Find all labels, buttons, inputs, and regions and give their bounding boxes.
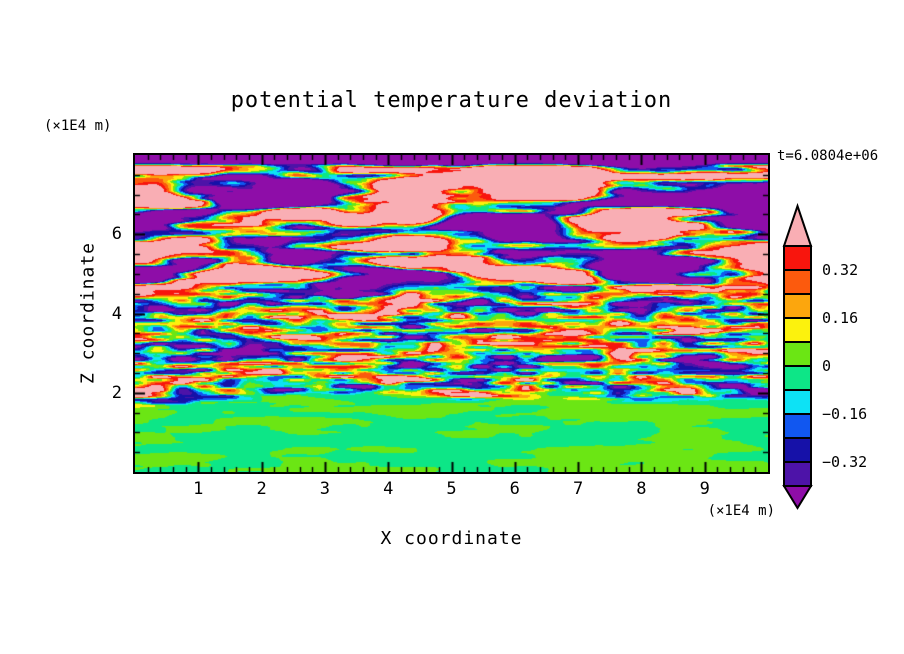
z-tick-label: 4 [111, 303, 122, 324]
contour-field-canvas [135, 155, 768, 472]
x-axis-units-label: (×1E4 m) [707, 503, 775, 519]
colorbar: 0.32 0.16 0 −0.16 −0.32 [782, 202, 867, 510]
colorbar-tick-label: 0 [822, 357, 831, 375]
x-tick-label: 4 [383, 479, 394, 499]
colorbar-block [783, 365, 812, 391]
plot-area [133, 153, 770, 474]
colorbar-block [783, 389, 812, 415]
z-tick-label: 6 [111, 224, 122, 245]
x-axis-title: X coordinate [380, 528, 523, 549]
time-annotation: t=6.0804e+06 [777, 148, 879, 164]
colorbar-tick-label: −0.32 [822, 453, 867, 471]
x-tick-label: 2 [256, 479, 267, 499]
x-tick-label: 8 [636, 479, 647, 499]
colorbar-block [783, 437, 812, 463]
colorbar-over-arrow [782, 202, 813, 247]
x-tick-label: 9 [699, 479, 710, 499]
z-axis-units-label: (×1E4 m) [44, 118, 112, 134]
colorbar-under-arrow [782, 485, 813, 510]
x-tick-label: 5 [446, 479, 457, 499]
colorbar-block [783, 245, 812, 271]
z-tick-label: 2 [111, 382, 122, 403]
colorbar-block [783, 341, 812, 367]
colorbar-tick-label: −0.16 [822, 405, 867, 423]
colorbar-block [783, 317, 812, 343]
x-tick-label: 7 [572, 479, 584, 499]
plot-title: potential temperature deviation [230, 88, 673, 113]
colorbar-tick-label: 0.16 [822, 309, 858, 327]
colorbar-block [783, 413, 812, 439]
x-tick-label: 6 [509, 479, 520, 499]
colorbar-block [783, 461, 812, 487]
colorbar-block [783, 293, 812, 319]
x-tick-label: 1 [193, 479, 204, 499]
x-tick-label: 3 [319, 479, 331, 499]
colorbar-tick-label: 0.32 [822, 261, 858, 279]
colorbar-block [783, 269, 812, 295]
